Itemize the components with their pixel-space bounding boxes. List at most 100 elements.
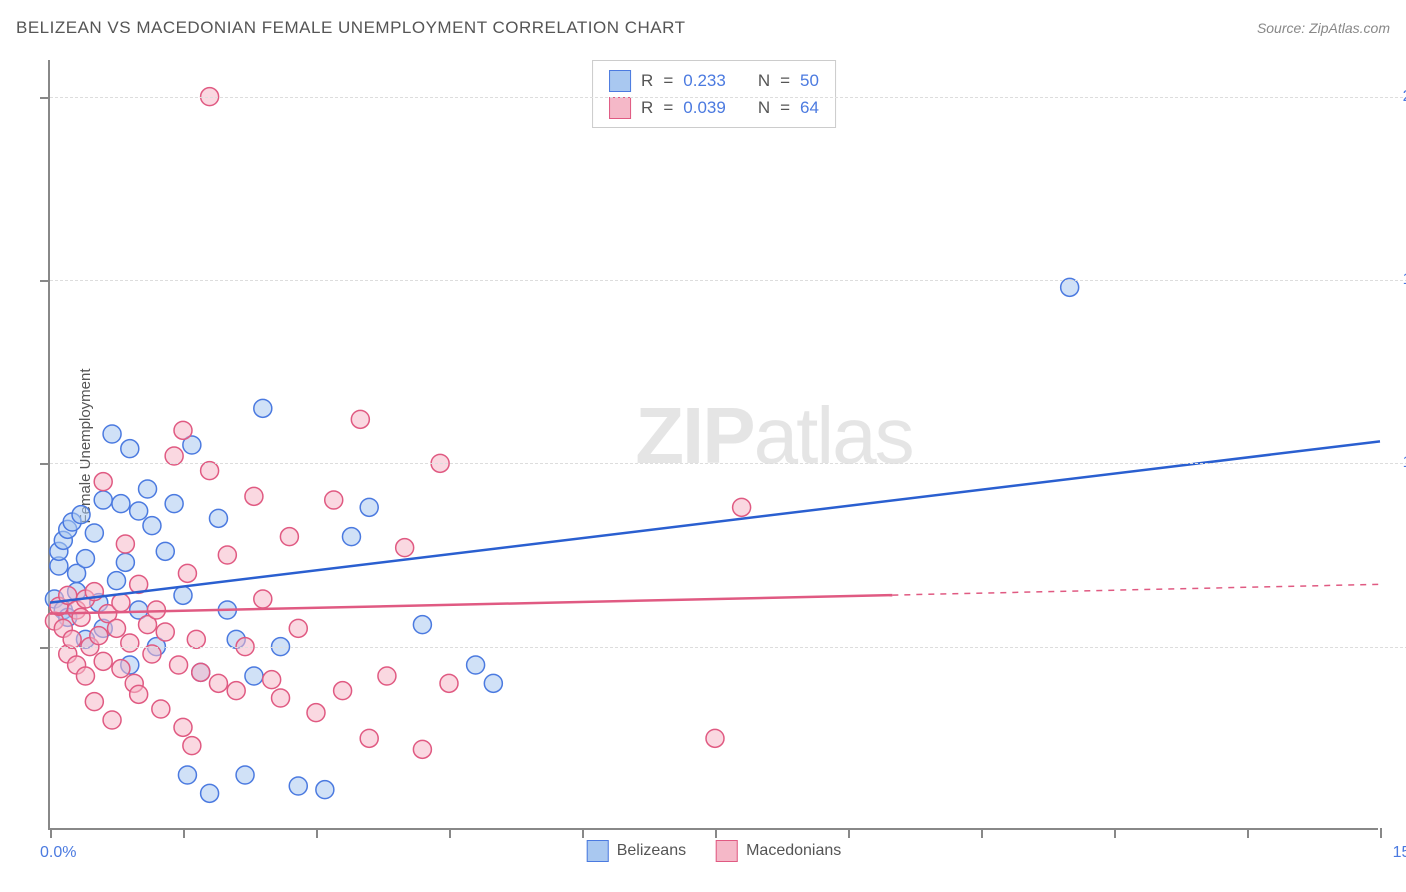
scatter-point [192,663,210,681]
scatter-point [174,421,192,439]
scatter-point [174,586,192,604]
y-tick-mark [40,647,50,649]
x-tick-label-max: 15.0% [1393,844,1406,862]
legend-label: Belizeans [617,842,686,860]
scatter-point [116,535,134,553]
source-label: Source: ZipAtlas.com [1257,20,1390,36]
chart-header: BELIZEAN VS MACEDONIAN FEMALE UNEMPLOYME… [16,18,1390,38]
scatter-point [289,777,307,795]
scatter-point [201,462,219,480]
legend-item: Belizeans [587,840,686,862]
scatter-point [236,766,254,784]
x-tick-mark [1114,828,1116,838]
scatter-point [178,766,196,784]
legend-swatch [587,840,609,862]
scatter-point [94,473,112,491]
scatter-point [94,652,112,670]
y-tick-label: 10.0% [1388,454,1406,472]
scatter-point [72,608,90,626]
scatter-point [130,685,148,703]
x-tick-mark [582,828,584,838]
x-tick-mark [1380,828,1382,838]
scatter-point [209,674,227,692]
scatter-point [94,491,112,509]
chart-title: BELIZEAN VS MACEDONIAN FEMALE UNEMPLOYME… [16,18,686,38]
scatter-point [103,425,121,443]
scatter-point [334,682,352,700]
scatter-point [254,590,272,608]
trend-line-dashed [892,584,1380,595]
y-tick-mark [40,463,50,465]
scatter-point [440,674,458,692]
series-legend: Belizeans Macedonians [587,840,842,862]
scatter-point [178,564,196,582]
scatter-point [209,509,227,527]
scatter-point [156,623,174,641]
x-tick-label-min: 0.0% [40,844,76,862]
scatter-point [254,399,272,417]
scatter-point [378,667,396,685]
scatter-point [351,410,369,428]
scatter-point [467,656,485,674]
scatter-point [170,656,188,674]
scatter-point [413,616,431,634]
x-tick-mark [848,828,850,838]
x-tick-mark [715,828,717,838]
scatter-point [289,619,307,637]
legend-item: Macedonians [716,840,841,862]
y-tick-label: 15.0% [1388,271,1406,289]
scatter-point [413,740,431,758]
x-tick-mark [50,828,52,838]
scatter-point [112,660,130,678]
scatter-point [360,729,378,747]
scatter-point [130,502,148,520]
scatter-point [316,781,334,799]
scatter-point [280,528,298,546]
y-tick-label: 5.0% [1388,638,1406,656]
scatter-point [121,440,139,458]
scatter-point [85,524,103,542]
x-tick-mark [183,828,185,838]
scatter-point [272,689,290,707]
scatter-point [139,480,157,498]
scatter-point [183,737,201,755]
y-tick-mark [40,97,50,99]
scatter-point [218,546,236,564]
x-tick-mark [1247,828,1249,838]
y-tick-label: 20.0% [1388,88,1406,106]
gridline-h [50,647,1406,648]
gridline-h [50,463,1406,464]
legend-swatch [716,840,738,862]
legend-label: Macedonians [746,842,841,860]
trend-line [50,441,1380,602]
plot-area: ZIPatlas R=0.233N=50R=0.039N=64 Belizean… [48,60,1378,830]
scatter-point [325,491,343,509]
scatter-point [143,645,161,663]
scatter-point [156,542,174,560]
scatter-point [152,700,170,718]
scatter-point [108,572,126,590]
scatter-point [116,553,134,571]
scatter-point [227,682,245,700]
scatter-point [342,528,360,546]
scatter-point [63,630,81,648]
scatter-point [112,594,130,612]
scatter-point [90,627,108,645]
scatter-point [143,517,161,535]
scatter-point [121,634,139,652]
scatter-point [263,671,281,689]
scatter-point [360,498,378,516]
scatter-point [108,619,126,637]
scatter-point [72,506,90,524]
y-tick-mark [40,280,50,282]
x-tick-mark [316,828,318,838]
scatter-point [245,667,263,685]
scatter-point [396,539,414,557]
scatter-point [245,487,263,505]
scatter-point [201,784,219,802]
x-tick-mark [449,828,451,838]
scatter-point [76,550,94,568]
scatter-point [85,693,103,711]
scatter-point [76,667,94,685]
scatter-point [733,498,751,516]
